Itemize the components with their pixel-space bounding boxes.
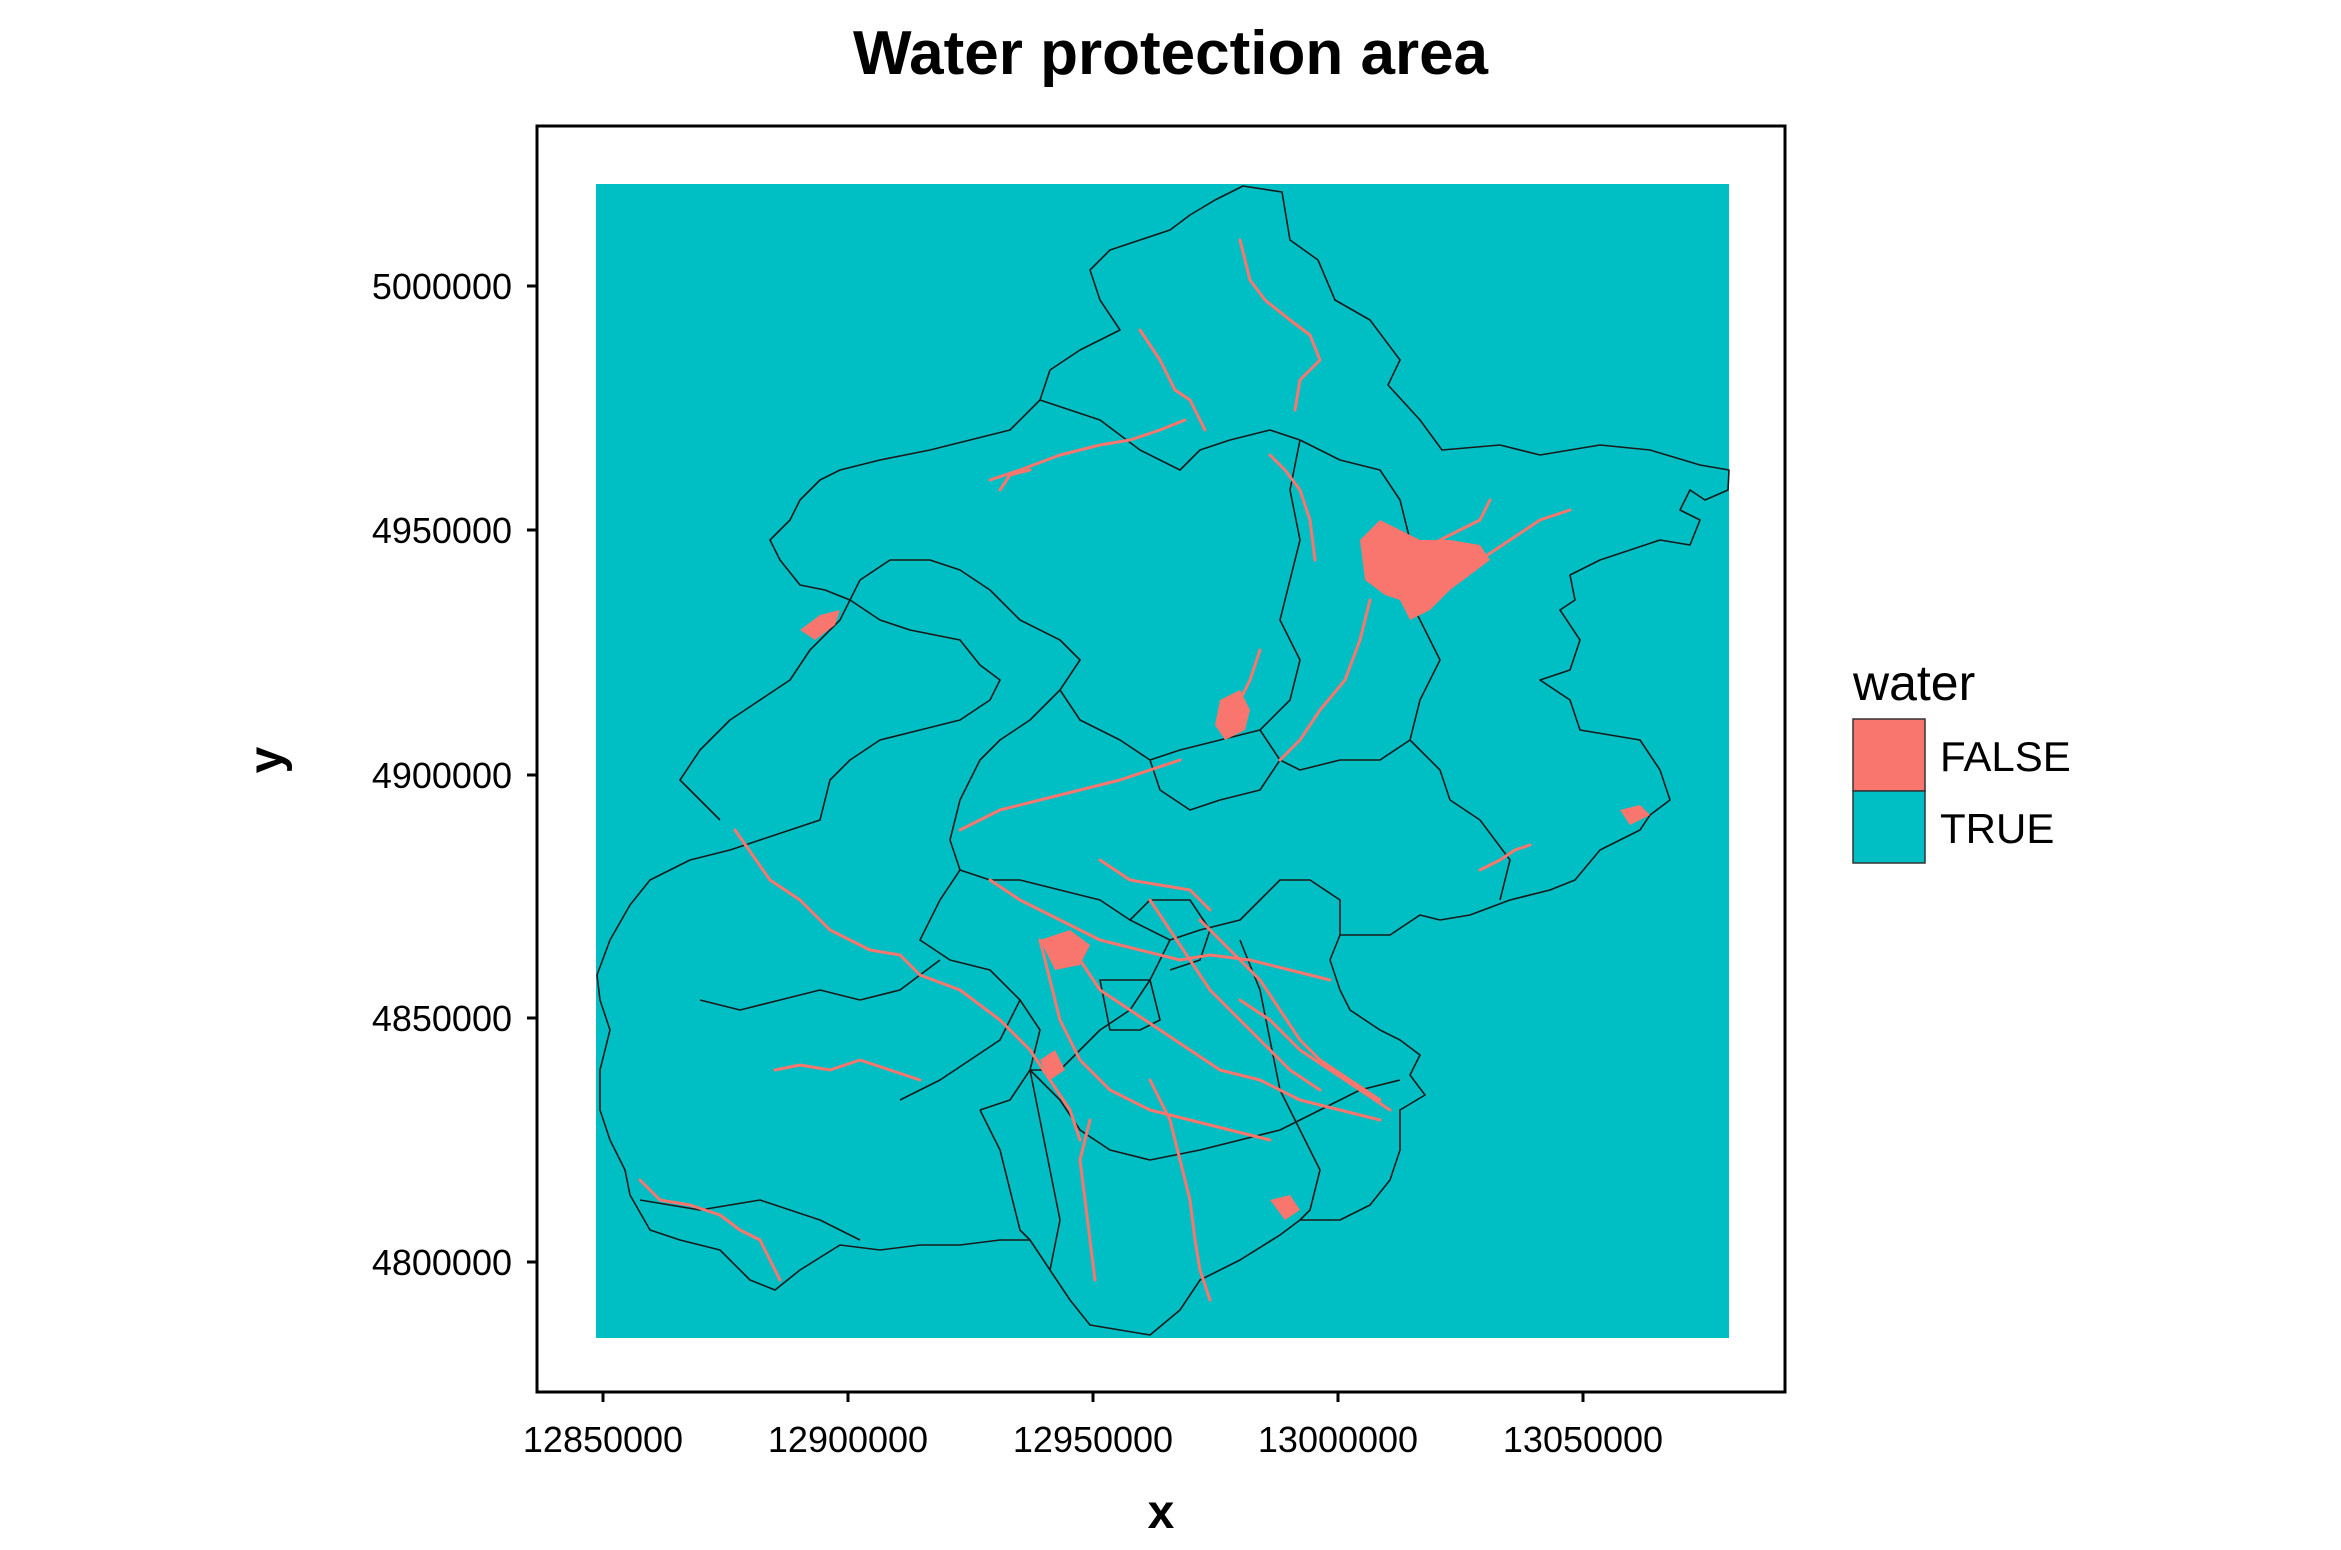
x-tick-label: 12900000 xyxy=(768,1419,928,1460)
y-axis xyxy=(527,126,539,1392)
legend-swatch-true xyxy=(1852,790,1926,864)
legend-label-false: FALSE xyxy=(1940,733,2071,780)
y-tick-label: 4950000 xyxy=(372,510,512,551)
y-tick-label: 4850000 xyxy=(372,998,512,1039)
map-title: Water protection area xyxy=(852,19,1489,88)
legend: water FALSE TRUE xyxy=(1852,655,2071,864)
x-tick-label: 12850000 xyxy=(523,1419,683,1460)
y-tick-label: 4900000 xyxy=(372,755,512,796)
raster-true-area xyxy=(596,184,1729,1338)
legend-label-true: TRUE xyxy=(1940,805,2054,852)
x-tick-label: 13000000 xyxy=(1258,1419,1418,1460)
legend-title: water xyxy=(1852,655,1975,711)
legend-swatch-false xyxy=(1852,718,1926,792)
water-false-cells xyxy=(638,238,1650,1302)
x-axis-title: x xyxy=(1148,1486,1175,1539)
y-axis-title: y xyxy=(240,746,293,773)
x-tick-label: 12950000 xyxy=(1013,1419,1173,1460)
x-tick-label: 13050000 xyxy=(1503,1419,1663,1460)
x-axis xyxy=(537,1390,1785,1402)
y-tick-label: 5000000 xyxy=(372,266,512,307)
y-tick-label: 4800000 xyxy=(372,1242,512,1283)
